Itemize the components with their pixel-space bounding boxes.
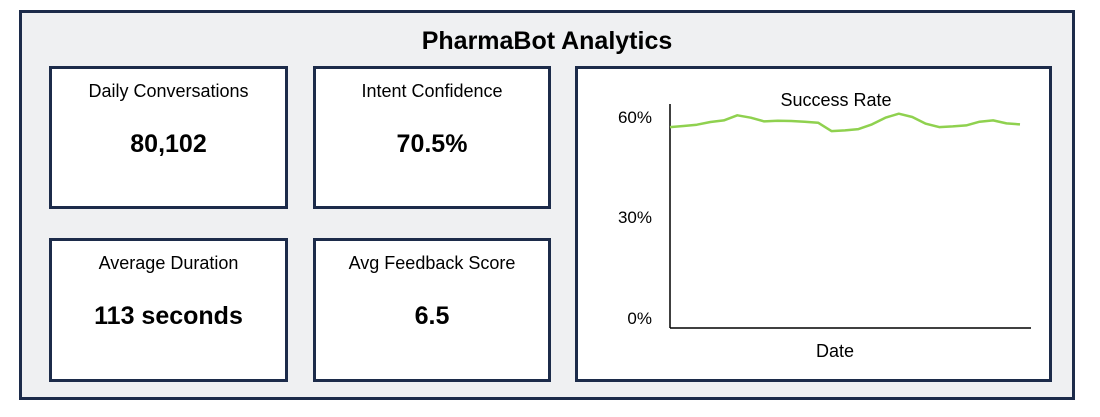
kpi-value: 70.5%	[396, 130, 468, 158]
kpi-label: Intent Confidence	[361, 81, 503, 101]
kpi-value: 80,102	[130, 130, 207, 158]
kpi-card-daily-conversations: Daily Conversations 80,102	[49, 66, 288, 209]
chart-title: Success Rate	[780, 90, 891, 110]
success-rate-chart-card: Success Rate 60% 30% 0% Date	[575, 66, 1052, 382]
dashboard-frame: PharmaBot Analytics Daily Conversations …	[19, 10, 1075, 400]
x-axis-title: Date	[816, 341, 854, 361]
dashboard-title: PharmaBot Analytics	[421, 27, 673, 55]
kpi-label: Average Duration	[98, 253, 239, 273]
y-tick-label-60: 60%	[618, 108, 652, 127]
kpi-card-avg-feedback-score: Avg Feedback Score 6.5	[313, 238, 551, 382]
kpi-value: 6.5	[414, 302, 450, 330]
y-tick-label-0: 0%	[627, 309, 652, 328]
kpi-label: Avg Feedback Score	[348, 253, 516, 273]
kpi-card-intent-confidence: Intent Confidence 70.5%	[313, 66, 551, 209]
kpi-label: Daily Conversations	[88, 81, 249, 101]
kpi-value: 113 seconds	[94, 302, 243, 330]
y-tick-label-30: 30%	[618, 208, 652, 227]
series-line-success-rate	[669, 112, 1021, 133]
kpi-card-average-duration: Average Duration 113 seconds	[49, 238, 288, 382]
success-rate-chart: Success Rate 60% 30% 0% Date	[618, 90, 1031, 361]
